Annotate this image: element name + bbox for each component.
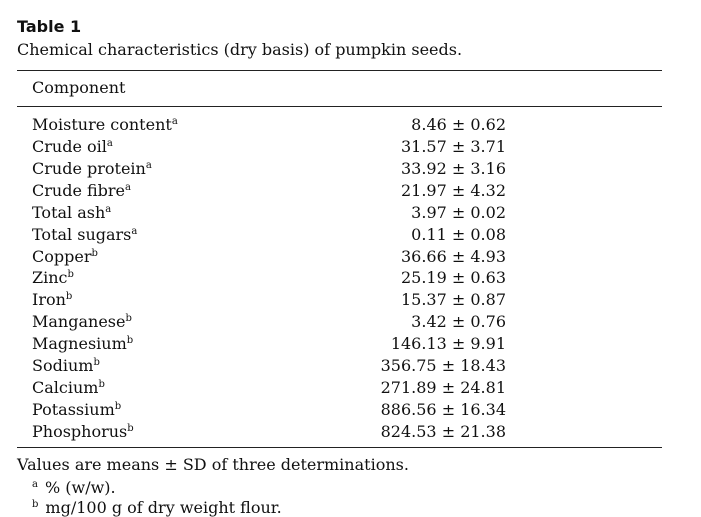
footnote-text: % (w/w). — [44, 478, 116, 497]
table-note: Values are means ± SD of three determina… — [17, 455, 409, 474]
component-value: 21.97 ± 4.32 — [400, 180, 506, 200]
footnote-mark: b — [126, 335, 134, 347]
component-name: Calciumb — [32, 377, 105, 399]
component-label: Sodium — [32, 356, 94, 376]
component-value: 3.97 ± 0.02 — [411, 202, 506, 222]
component-name: Copperb — [32, 246, 98, 268]
component-value: 33.92 ± 3.16 — [400, 158, 506, 178]
component-label: Iron — [32, 290, 66, 310]
component-value: 3.42 ± 0.76 — [411, 312, 506, 332]
footnote-mark: b — [65, 291, 73, 303]
component-value: 0.11 ± 0.08 — [411, 224, 506, 244]
footnote-b: b mg/100 g of dry weight flour. — [32, 498, 282, 517]
table-row: Calciumb 271.89 ± 24.81 — [0, 377, 701, 399]
table-row: Crude fibrea 21.97 ± 4.32 — [0, 180, 701, 202]
footnote-mark: b — [32, 499, 39, 510]
component-value: 36.66 ± 4.93 — [400, 246, 506, 266]
component-value: 824.53 ± 21.38 — [380, 421, 506, 441]
component-name: Ironb — [32, 289, 72, 311]
table-body: Moisture contenta 8.46 ± 0.62 Crude oila 31… — [0, 114, 701, 443]
table-row: Manganeseb 3.42 ± 0.76 — [0, 311, 701, 333]
footnote-a: a % (w/w). — [32, 478, 116, 497]
footnote-mark: b — [91, 247, 98, 259]
table-row: Ironb 15.37 ± 0.87 — [0, 289, 701, 311]
table-row: Crude proteina 33.92 ± 3.16 — [0, 158, 701, 180]
component-label: Total ash — [32, 202, 106, 222]
table-label: Table 1 — [17, 17, 82, 36]
component-label: Crude protein — [32, 158, 146, 178]
component-name: Zincb — [32, 267, 74, 289]
footnote-mark: a — [131, 225, 138, 237]
table-row: Potassiumb 886.56 ± 16.34 — [0, 399, 701, 421]
top-rule — [17, 70, 662, 71]
table-caption: Chemical characteristics (dry basis) of … — [17, 40, 463, 59]
table-row: Phosphorusb 824.53 ± 21.38 — [0, 421, 701, 443]
component-label: Potassium — [32, 399, 115, 419]
component-name: Phosphorusb — [32, 421, 134, 443]
component-value: 146.13 ± 9.91 — [390, 334, 506, 354]
footnote-mark: a — [105, 203, 112, 215]
component-label: Crude fibre — [32, 180, 126, 200]
table-row: Sodiumb 356.75 ± 18.43 — [0, 355, 701, 377]
table-row: Moisture contenta 8.46 ± 0.62 — [0, 114, 701, 136]
footnote-text: mg/100 g of dry weight flour. — [45, 498, 282, 517]
component-label: Phosphorus — [32, 421, 128, 441]
footnote-mark: a — [171, 116, 178, 127]
component-name: Moisture contenta — [32, 114, 178, 136]
component-value: 15.37 ± 0.87 — [400, 290, 506, 310]
header-rule — [17, 106, 662, 107]
component-label: Manganese — [32, 312, 126, 332]
footnote-mark: a — [32, 479, 38, 490]
footnote-mark: b — [127, 422, 134, 434]
footnote-mark: a — [125, 181, 131, 193]
component-name: Potassiumb — [32, 399, 121, 421]
component-value: 31.57 ± 3.71 — [400, 136, 506, 156]
footnote-mark: a — [106, 137, 113, 149]
component-name: Total asha — [32, 202, 111, 224]
component-value: 8.46 ± 0.62 — [411, 115, 506, 134]
component-label: Magnesium — [32, 334, 127, 354]
footnote-mark: b — [93, 357, 100, 369]
component-label: Zinc — [32, 268, 68, 288]
column-header-component: Component — [32, 78, 126, 97]
component-name: Crude fibrea — [32, 180, 131, 202]
component-name: Crude oila — [32, 136, 113, 158]
component-value: 356.75 ± 18.43 — [380, 356, 506, 376]
component-name: Manganeseb — [32, 311, 132, 333]
table-row: Total asha 3.97 ± 0.02 — [0, 202, 701, 224]
footnote-mark: b — [114, 400, 122, 412]
table-row: Copperb 36.66 ± 4.93 — [0, 246, 701, 268]
table-row: Zincb 25.19 ± 0.63 — [0, 267, 701, 289]
bottom-rule — [17, 447, 662, 448]
component-label: Copper — [32, 246, 92, 266]
component-value: 271.89 ± 24.81 — [380, 378, 506, 398]
component-label: Crude oil — [32, 136, 107, 156]
component-name: Sodiumb — [32, 355, 100, 377]
component-value: 886.56 ± 16.34 — [380, 399, 506, 419]
component-value: 25.19 ± 0.63 — [400, 268, 506, 288]
table-row: Magnesiumb 146.13 ± 9.91 — [0, 333, 701, 355]
component-name: Total sugarsa — [32, 224, 137, 246]
footnote-mark: b — [98, 379, 105, 391]
component-label: Calcium — [32, 378, 99, 398]
footnote-mark: a — [145, 159, 152, 171]
table-row: Total sugarsa 0.11 ± 0.08 — [0, 224, 701, 246]
footnote-mark: b — [125, 313, 132, 325]
footnote-mark: b — [67, 269, 74, 281]
component-name: Crude proteina — [32, 158, 152, 180]
component-label: Total sugars — [32, 224, 132, 244]
component-name: Magnesiumb — [32, 333, 133, 355]
table-row: Crude oila 31.57 ± 3.71 — [0, 136, 701, 158]
component-label: Moisture content — [32, 115, 172, 134]
